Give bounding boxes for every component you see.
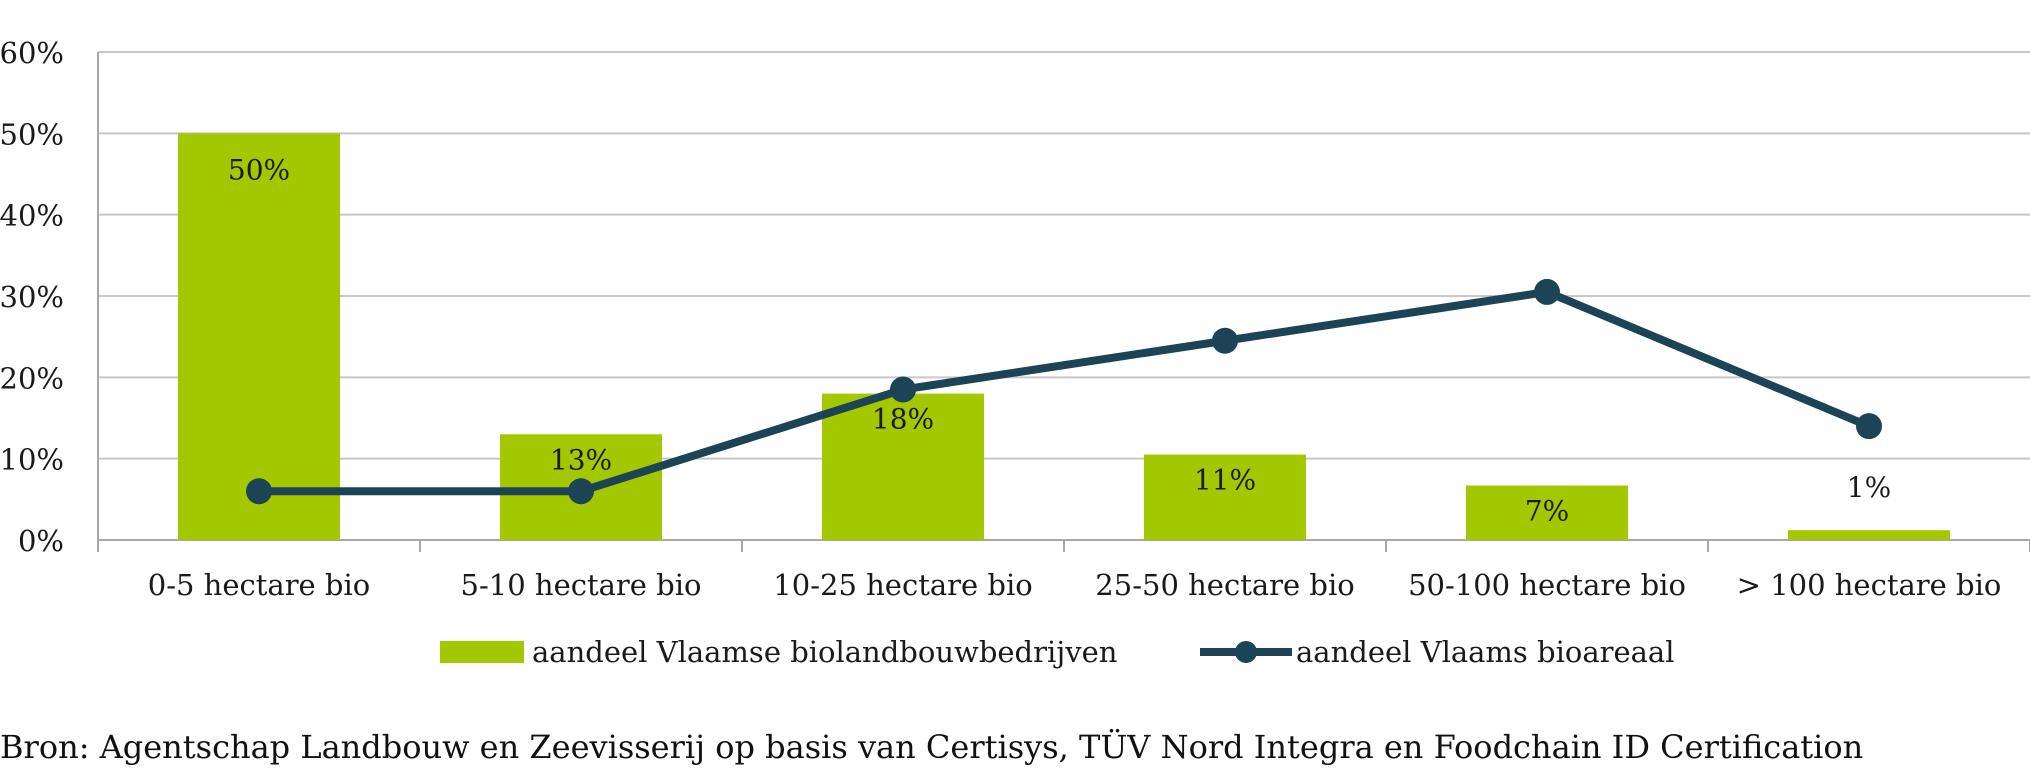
line-point bbox=[246, 478, 272, 505]
bar bbox=[822, 393, 984, 540]
x-tick-label: 50-100 hectare bio bbox=[1408, 568, 1686, 602]
bar bbox=[178, 133, 340, 541]
legend-label-line: aandeel Vlaams bioareaal bbox=[1296, 635, 1675, 669]
bar bbox=[1466, 485, 1628, 540]
source-note: Bron: Agentschap Landbouw en Zeevisserij… bbox=[0, 728, 1864, 766]
y-tick-label: 20% bbox=[0, 361, 64, 395]
line-point bbox=[1856, 413, 1882, 440]
bar bbox=[1788, 530, 1950, 540]
y-tick-label: 0% bbox=[18, 524, 64, 558]
x-tick-label: 25-50 hectare bio bbox=[1095, 568, 1354, 602]
x-tick-label: 10-25 hectare bio bbox=[773, 568, 1032, 602]
y-tick-label: 50% bbox=[0, 117, 64, 151]
legend-marker-line bbox=[1235, 641, 1257, 663]
line-series bbox=[255, 287, 1873, 496]
bar-data-label: 18% bbox=[872, 403, 934, 436]
x-tick-label: 0-5 hectare bio bbox=[148, 568, 370, 602]
y-tick-label: 10% bbox=[0, 443, 64, 477]
legend-swatch-bar bbox=[440, 641, 524, 663]
x-tick-label: > 100 hectare bio bbox=[1737, 568, 2002, 602]
y-tick-label: 60% bbox=[0, 36, 64, 70]
x-tick-label: 5-10 hectare bio bbox=[461, 568, 702, 602]
legend-label-bar: aandeel Vlaamse biolandbouwbedrijven bbox=[532, 635, 1117, 669]
line-point bbox=[1534, 278, 1560, 305]
bar-data-label: 50% bbox=[228, 153, 290, 186]
bar-data-label: 1% bbox=[1847, 471, 1891, 504]
chart: 0% 10% 20% 30% 40% 50% 60% 50% 13% 18% 11% 7% 1% 0-5 … bbox=[0, 36, 2030, 669]
y-tick-label: 30% bbox=[0, 280, 64, 314]
bar-data-label: 11% bbox=[1194, 464, 1256, 497]
line-point bbox=[1212, 327, 1238, 354]
bar-data-label: 7% bbox=[1525, 495, 1569, 528]
y-tick-label: 40% bbox=[0, 199, 64, 233]
line-point bbox=[890, 376, 916, 403]
bar-data-label: 13% bbox=[550, 443, 612, 476]
bar bbox=[1144, 454, 1306, 540]
line-point bbox=[568, 478, 594, 505]
